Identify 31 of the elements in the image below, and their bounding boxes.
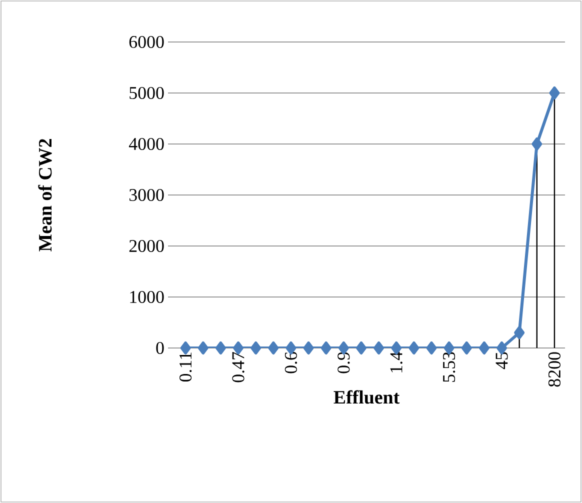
y-tick-label: 1000 (130, 290, 164, 304)
point (198, 341, 208, 354)
x-tick-label: 0.6 (284, 352, 298, 374)
x-tick-label: 0.11 (179, 352, 192, 382)
x-axis-title: Effluent (334, 390, 400, 404)
point (356, 341, 366, 354)
y-tick-label: 5000 (130, 86, 164, 100)
point (268, 341, 279, 354)
x-tick-label: 1.4 (390, 352, 402, 372)
y-axis-title: Mean of CW2 (38, 139, 52, 252)
x-tick-label: 8200 (548, 352, 561, 387)
y-tick-label: 2000 (129, 240, 164, 252)
point (478, 341, 490, 354)
point (250, 341, 262, 354)
point (408, 341, 420, 354)
point (374, 341, 384, 354)
x-tick-label: 5.53 (443, 352, 456, 382)
y-tick-label: 6000 (129, 36, 164, 48)
point (320, 341, 332, 354)
y-tick-label: 4000 (128, 138, 164, 150)
y-tick-label: 3000 (129, 188, 164, 202)
point (461, 341, 472, 354)
point (215, 341, 226, 354)
x-tick-label: 0.47 (232, 352, 244, 382)
point (532, 137, 542, 150)
point (303, 341, 314, 354)
point (426, 341, 437, 354)
point (514, 326, 525, 340)
point (549, 86, 560, 100)
y-tick-label: 0 (156, 342, 164, 354)
x-tick-label: 45 (496, 352, 508, 370)
